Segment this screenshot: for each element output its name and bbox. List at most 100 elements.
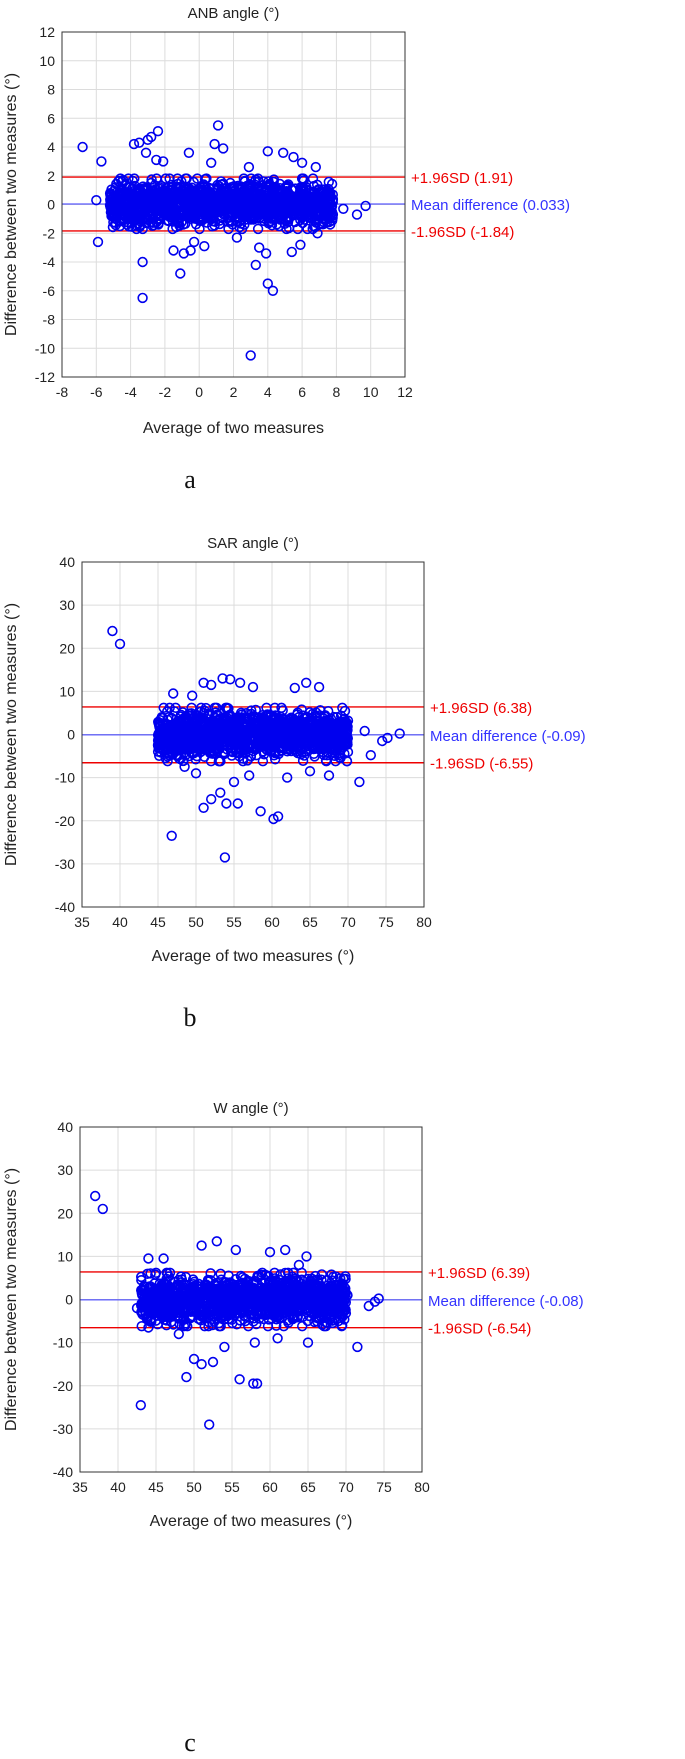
- y-tick-label: -10: [53, 1335, 73, 1351]
- x-tick-label: 60: [262, 1479, 278, 1495]
- data-point: [166, 192, 177, 204]
- data-point: [186, 1286, 197, 1297]
- x-tick-label: 40: [110, 1479, 126, 1495]
- x-tick-label: 60: [264, 914, 280, 930]
- x-tick-label: 50: [188, 914, 204, 930]
- data-point: [200, 1308, 212, 1320]
- data-point: [295, 239, 306, 251]
- data-point: [263, 1314, 275, 1325]
- x-axis-label: Average of two measures (°): [150, 1513, 353, 1530]
- x-tick-label: -4: [124, 384, 137, 400]
- data-point: [246, 712, 258, 723]
- data-point: [308, 725, 319, 736]
- data-point: [235, 1270, 247, 1282]
- x-tick-label: 45: [148, 1479, 164, 1495]
- data-point: [136, 1271, 147, 1283]
- data-point: [281, 181, 292, 192]
- data-point: [261, 702, 272, 714]
- data-point: [201, 730, 212, 741]
- data-point: [322, 1293, 333, 1305]
- data-point: [307, 741, 319, 753]
- mean-difference-label: Mean difference (-0.09): [430, 728, 586, 745]
- data-point: [187, 690, 198, 701]
- data-point: [327, 1315, 338, 1326]
- data-point: [317, 1307, 328, 1318]
- data-point: [131, 1302, 143, 1314]
- limit-of-agreement-label: -1.96SD (-1.84): [411, 224, 514, 241]
- data-point: [278, 147, 289, 159]
- y-tick-label: 40: [57, 1119, 73, 1135]
- data-point: [174, 753, 185, 764]
- data-point: [335, 736, 347, 747]
- y-tick-label: -8: [43, 312, 56, 328]
- data-point: [140, 1296, 151, 1307]
- data-point: [89, 1190, 101, 1202]
- data-point: [215, 787, 226, 798]
- data-point: [302, 1337, 314, 1348]
- data-point: [313, 716, 324, 727]
- data-point: [188, 1353, 200, 1365]
- data-point: [230, 1244, 242, 1256]
- data-point: [289, 682, 300, 694]
- data-point: [163, 1302, 174, 1314]
- data-point: [281, 201, 292, 212]
- data-point: [228, 776, 240, 788]
- data-point: [234, 751, 245, 762]
- data-point: [250, 741, 262, 753]
- data-point: [337, 702, 348, 714]
- y-tick-label: 4: [47, 139, 55, 155]
- data-point: [175, 730, 186, 742]
- data-point: [360, 200, 371, 212]
- data-point: [164, 721, 175, 733]
- data-point: [248, 1277, 260, 1288]
- x-tick-label: 55: [224, 1479, 240, 1495]
- y-axis-label: Difference between two measures (°): [3, 73, 20, 336]
- data-point: [268, 176, 279, 188]
- x-axis-label: Average of two measures: [143, 420, 324, 437]
- data-point: [158, 1253, 169, 1264]
- data-point: [158, 156, 169, 167]
- data-point: [206, 794, 217, 805]
- data-point: [253, 1270, 264, 1282]
- data-point: [259, 1287, 271, 1298]
- data-point: [254, 731, 265, 742]
- data-point: [178, 248, 190, 259]
- data-point: [156, 712, 168, 723]
- data-point: [297, 1321, 308, 1332]
- y-tick-label: 0: [47, 197, 55, 213]
- data-point: [306, 1276, 317, 1288]
- data-point: [312, 1316, 323, 1327]
- data-point: [190, 768, 202, 779]
- data-point: [199, 241, 210, 252]
- data-point: [146, 199, 158, 210]
- data-point: [198, 677, 209, 689]
- data-point: [129, 173, 140, 184]
- y-tick-label: 6: [47, 110, 55, 126]
- data-point: [295, 1293, 307, 1305]
- y-tick-label: 40: [59, 554, 75, 570]
- data-point: [184, 1292, 196, 1303]
- data-point: [244, 770, 255, 781]
- data-point: [245, 751, 257, 762]
- data-point: [334, 724, 346, 736]
- limit-of-agreement-label: -1.96SD (-6.55): [430, 756, 533, 773]
- data-point: [222, 216, 234, 228]
- data-point: [269, 742, 281, 754]
- data-point: [301, 677, 312, 689]
- data-point: [296, 157, 308, 169]
- data-point: [179, 761, 190, 772]
- data-point: [260, 724, 271, 736]
- x-tick-label: 0: [195, 384, 203, 400]
- data-point: [205, 718, 216, 729]
- data-point: [238, 741, 249, 752]
- data-point: [314, 743, 325, 754]
- x-tick-label: -8: [56, 384, 69, 400]
- data-point: [206, 157, 217, 169]
- data-point: [276, 194, 287, 205]
- data-point: [336, 1321, 347, 1332]
- data-point: [317, 1295, 328, 1306]
- data-point: [328, 1303, 340, 1314]
- data-point: [338, 1273, 349, 1285]
- data-point: [217, 673, 228, 684]
- data-point: [252, 223, 264, 235]
